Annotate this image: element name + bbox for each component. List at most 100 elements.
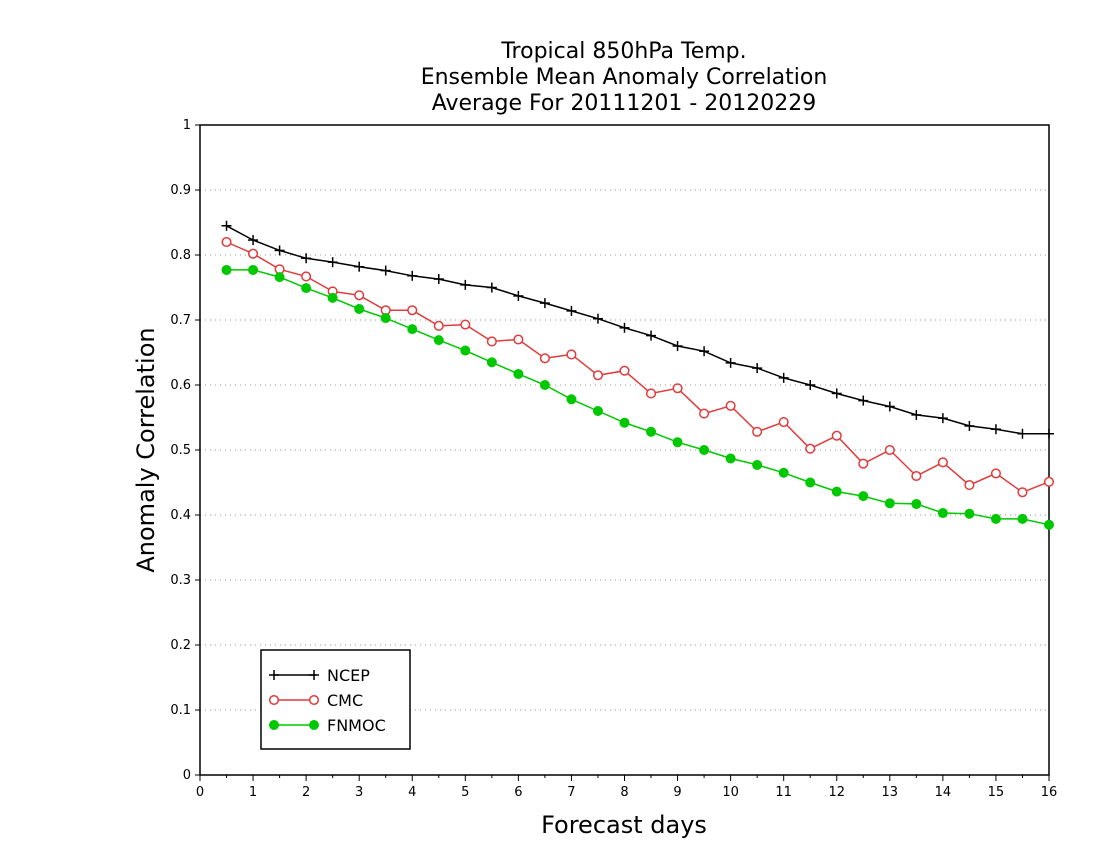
legend: NCEP CMC FNMOC [260, 649, 411, 750]
point-cmc-17 [672, 383, 683, 394]
point-ncep-12 [539, 298, 550, 309]
point-cmc-5 [354, 290, 365, 301]
x-tick-label-9: 9 [673, 785, 681, 800]
point-fnmoc-24 [858, 491, 869, 502]
x-tick-label-6: 6 [514, 785, 522, 800]
point-fnmoc-15 [619, 417, 630, 428]
chart-title-line-3: Average For 20111201 - 20120229 [432, 91, 817, 116]
point-fnmoc-21 [778, 467, 789, 478]
series [221, 220, 1055, 530]
point-ncep-14 [592, 313, 603, 324]
point-ncep-26 [911, 409, 922, 420]
y-tick-label-3: 0.3 [170, 573, 191, 588]
point-fnmoc-17 [672, 437, 683, 448]
point-fnmoc-23 [831, 486, 842, 497]
tick-labels: 00.10.20.30.40.50.60.70.80.910 1 2 3 4 5 6 7 8 9 1… [170, 118, 1057, 800]
series-line-ncep [226, 225, 1049, 435]
x-tick-label-11: 11 [775, 785, 792, 800]
series-line-cmc [226, 241, 1050, 494]
legend-label-cmc: CMC [327, 691, 363, 710]
point-cmc-21 [778, 417, 789, 428]
point-fnmoc-11 [513, 368, 524, 379]
point-ncep-31 [1044, 428, 1054, 439]
x-tick-label-15: 15 [988, 785, 1005, 800]
point-fnmoc-18 [699, 445, 710, 455]
point-fnmoc-30 [1017, 513, 1028, 524]
axes [195, 124, 1050, 781]
x-tick-label-14: 14 [935, 785, 952, 800]
point-cmc-12 [539, 353, 550, 364]
point-fnmoc-22 [805, 477, 816, 488]
point-cmc-20 [752, 426, 763, 437]
point-fnmoc-5 [354, 303, 365, 314]
series-line-fnmoc [226, 269, 1050, 526]
point-ncep-8 [433, 274, 444, 285]
legend-marker-ncep-start [269, 670, 279, 680]
point-ncep-1 [248, 235, 259, 246]
point-fnmoc-31 [1044, 519, 1054, 530]
x-tick-label-4: 4 [408, 785, 416, 800]
x-tick-label-2: 2 [302, 785, 310, 800]
point-fnmoc-4 [327, 292, 338, 303]
x-tick-label-10: 10 [722, 785, 739, 800]
point-ncep-6 [380, 265, 391, 276]
point-fnmoc-7 [407, 324, 418, 335]
point-ncep-11 [513, 290, 524, 301]
point-fnmoc-2 [274, 272, 285, 283]
y-tick-label-7: 0.7 [170, 313, 191, 328]
point-cmc-9 [460, 319, 471, 330]
point-cmc-29 [990, 468, 1001, 479]
point-ncep-29 [990, 424, 1001, 435]
point-ncep-9 [460, 279, 471, 290]
legend-marker-fnmoc-end [309, 720, 319, 730]
point-ncep-15 [619, 322, 630, 333]
point-ncep-28 [964, 420, 975, 431]
point-cmc-1 [248, 248, 259, 259]
point-fnmoc-13 [566, 394, 577, 405]
point-fnmoc-28 [964, 508, 975, 519]
x-axis-label: Forecast days [541, 811, 707, 839]
point-ncep-17 [672, 341, 683, 351]
y-tick-label-2: 0.2 [170, 638, 191, 653]
x-tick-label-12: 12 [828, 785, 845, 800]
point-cmc-10 [486, 336, 497, 347]
point-cmc-14 [592, 370, 604, 381]
y-tick-label-1: 0.1 [170, 703, 191, 718]
point-cmc-28 [964, 480, 975, 491]
point-ncep-3 [301, 253, 312, 264]
point-cmc-30 [1017, 487, 1028, 498]
point-ncep-0 [221, 220, 232, 231]
point-fnmoc-0 [221, 264, 232, 275]
point-fnmoc-16 [646, 426, 657, 437]
chart-title-line-2: Ensemble Mean Anomaly Correlation [421, 65, 828, 90]
gridlines [200, 189, 1049, 711]
point-fnmoc-29 [990, 513, 1001, 524]
y-axis-label: Anomaly Correlation [132, 327, 160, 572]
point-fnmoc-20 [752, 459, 763, 470]
point-fnmoc-10 [486, 357, 497, 368]
point-fnmoc-19 [725, 453, 736, 464]
point-cmc-3 [301, 271, 312, 282]
point-ncep-2 [274, 245, 285, 256]
point-cmc-19 [725, 400, 736, 411]
point-ncep-18 [699, 346, 710, 357]
point-ncep-25 [884, 401, 895, 412]
x-tick-label-5: 5 [461, 785, 469, 800]
point-cmc-26 [911, 470, 922, 482]
point-cmc-16 [645, 388, 657, 399]
point-ncep-22 [805, 380, 816, 390]
point-fnmoc-27 [937, 508, 948, 519]
chart-title-line-1: Tropical 850hPa Temp. [500, 39, 746, 64]
point-fnmoc-3 [301, 283, 312, 294]
point-cmc-22 [805, 443, 816, 454]
legend-marker-cmc-end [308, 694, 320, 706]
point-cmc-24 [858, 458, 869, 469]
point-ncep-10 [486, 282, 497, 293]
point-fnmoc-25 [884, 498, 895, 509]
point-cmc-11 [513, 334, 524, 345]
point-cmc-8 [433, 320, 444, 331]
x-tick-label-1: 1 [249, 785, 257, 800]
point-cmc-0 [221, 236, 232, 248]
point-ncep-5 [354, 261, 365, 272]
